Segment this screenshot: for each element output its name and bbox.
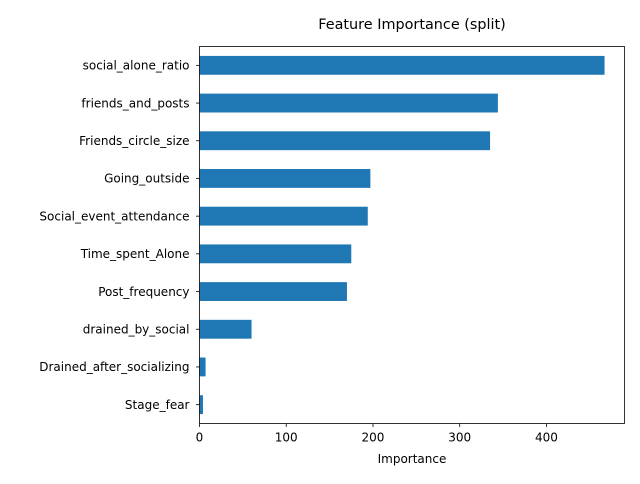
x-tick-label: 100 — [275, 431, 298, 445]
y-tick-label: Friends_circle_size — [79, 134, 189, 148]
y-tick-label: drained_by_social — [83, 322, 190, 336]
axes-frame — [199, 46, 625, 424]
y-tick-label: Drained_after_socializing — [39, 360, 189, 374]
bar — [199, 206, 368, 226]
chart-title: Feature Importance (split) — [318, 17, 506, 33]
y-tick-label: Social_event_attendance — [39, 209, 189, 223]
bar — [199, 282, 347, 301]
plot-area: social_alone_ratio friends_and_posts Frien… — [39, 46, 625, 445]
y-tick-label: Going_outside — [104, 172, 189, 186]
bar — [199, 169, 371, 188]
y-tick-label: Post_frequency — [98, 285, 189, 299]
x-tick-label: 0 — [196, 431, 204, 445]
x-axis-label: Importance — [378, 452, 447, 466]
x-tick-label: 300 — [448, 431, 471, 445]
x-tick-label: 400 — [535, 431, 558, 445]
bar — [199, 93, 498, 113]
bar — [199, 131, 491, 151]
bar — [199, 357, 206, 377]
y-tick-label: Time_spent_Alone — [80, 247, 190, 261]
y-tick-label: friends_and_posts — [81, 96, 189, 110]
y-tick-label: social_alone_ratio — [83, 59, 190, 73]
bar — [199, 244, 352, 264]
y-tick-label: Stage_fear — [125, 398, 190, 412]
bar — [199, 55, 605, 75]
bar — [199, 319, 252, 339]
bar — [199, 395, 203, 415]
x-tick-label: 200 — [362, 431, 385, 445]
